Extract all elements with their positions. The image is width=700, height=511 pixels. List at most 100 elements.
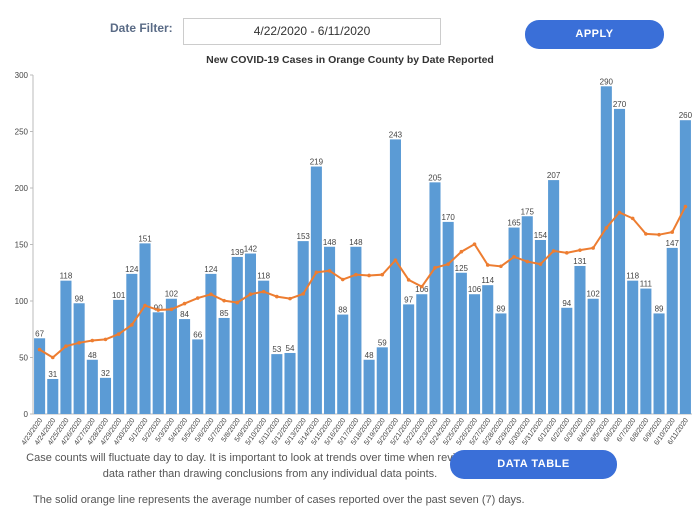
data-label: 111: [640, 280, 653, 289]
average-point: [657, 232, 661, 237]
data-label: 85: [220, 309, 229, 318]
data-label: 175: [521, 207, 535, 216]
data-label: 97: [404, 295, 413, 304]
data-label: 106: [415, 285, 429, 294]
bar: [165, 298, 177, 414]
bar: [47, 378, 59, 414]
data-table-button[interactable]: DATA TABLE: [450, 450, 617, 479]
average-point: [591, 246, 595, 250]
average-point: [275, 294, 279, 299]
average-point: [37, 347, 42, 352]
average-point: [446, 262, 450, 266]
average-point: [116, 332, 121, 336]
bar: [600, 86, 612, 415]
bar: [561, 307, 573, 414]
bar: [521, 216, 533, 414]
average-point: [64, 344, 68, 349]
bar: [297, 241, 309, 414]
bar: [284, 352, 296, 414]
average-point: [525, 259, 530, 264]
bar: [34, 338, 46, 414]
note-line: data rather than drawing conclusions fro…: [102, 468, 438, 480]
bar: [324, 246, 336, 414]
data-label: 89: [655, 304, 664, 313]
bar: [337, 314, 349, 414]
note-line: Case counts will fluctuate day to day. I…: [26, 452, 514, 464]
bar: [350, 246, 362, 414]
y-tick-label: 250: [15, 128, 29, 137]
data-label: 98: [75, 294, 84, 303]
average-point: [380, 272, 385, 277]
data-label: 148: [323, 238, 337, 247]
bar: [192, 339, 204, 414]
data-label: 88: [338, 306, 347, 315]
average-point: [578, 248, 582, 252]
average-point: [143, 303, 147, 308]
data-label: 165: [507, 219, 521, 228]
average-point: [327, 269, 332, 273]
data-label: 114: [481, 276, 494, 285]
y-tick-label: 0: [24, 410, 29, 419]
line-note: The solid orange line represents the ave…: [33, 494, 525, 506]
average-point: [472, 242, 477, 246]
data-label: 54: [286, 344, 295, 353]
average-point: [433, 265, 437, 270]
average-point: [459, 249, 464, 254]
average-point: [551, 249, 556, 253]
bar: [679, 120, 691, 414]
bar: [73, 303, 85, 414]
average-point: [340, 277, 345, 282]
average-line: [39, 206, 687, 359]
data-label: 124: [125, 265, 139, 274]
data-label: 118: [626, 272, 639, 281]
average-point: [209, 292, 213, 297]
date-input[interactable]: 4/22/2020 - 6/11/2020: [183, 18, 441, 45]
data-label: 32: [101, 369, 110, 378]
average-point: [367, 273, 371, 278]
data-label: 142: [244, 245, 258, 254]
average-point: [77, 341, 81, 345]
bar: [258, 280, 270, 414]
bar: [653, 313, 665, 414]
bar: [99, 377, 112, 414]
average-point: [261, 289, 266, 294]
data-label: 151: [138, 234, 152, 243]
bar: [442, 221, 454, 414]
data-label: 90: [154, 303, 163, 312]
bar: [139, 243, 151, 414]
bar: [455, 272, 467, 414]
y-tick-label: 300: [15, 71, 29, 80]
average-point: [538, 262, 543, 266]
y-tick-label: 200: [15, 184, 29, 193]
bar: [416, 294, 428, 414]
apply-button[interactable]: APPLY: [525, 20, 664, 49]
bar: [231, 256, 243, 414]
chart: New COVID-19 Cases in Orange County by D…: [15, 54, 693, 447]
average-point: [50, 355, 55, 360]
data-label: 270: [613, 100, 627, 109]
bar: [363, 359, 375, 414]
bar: [613, 108, 626, 415]
y-tick-label: 150: [15, 241, 29, 250]
average-point: [156, 308, 161, 312]
data-label: 102: [586, 290, 600, 299]
bar: [389, 139, 401, 414]
average-point: [604, 226, 609, 230]
data-label: 125: [455, 264, 469, 273]
average-point: [301, 292, 305, 296]
data-label: 101: [112, 291, 126, 300]
data-label: 84: [180, 310, 189, 319]
bar: [152, 312, 164, 414]
bar: [271, 354, 283, 414]
data-label: 102: [165, 290, 179, 299]
bar: [495, 313, 507, 414]
average-point: [314, 270, 319, 275]
average-point: [670, 230, 675, 234]
data-label: 207: [547, 171, 561, 180]
average-point: [630, 216, 635, 221]
bar: [179, 319, 191, 414]
bar: [640, 288, 652, 414]
bar: [429, 182, 441, 414]
bar: [468, 294, 481, 414]
